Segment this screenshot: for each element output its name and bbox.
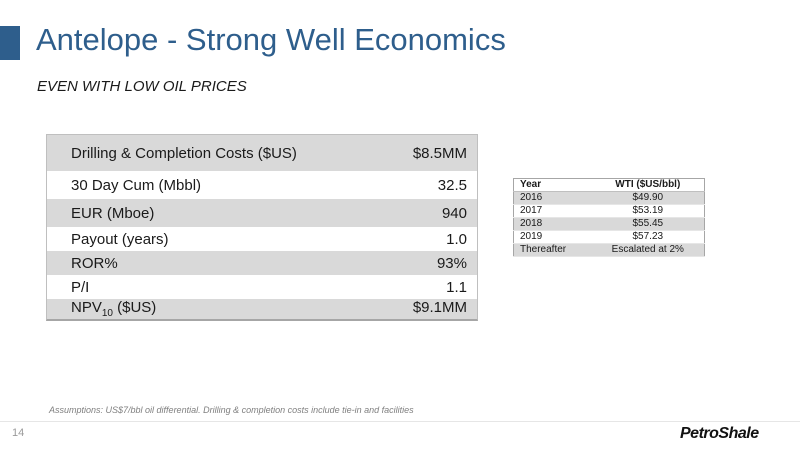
table-row: 2018 $55.45	[513, 217, 705, 231]
table-row: P/I 1.1	[47, 275, 477, 299]
price-cell: $57.23	[591, 230, 705, 244]
table-row: ROR% 93%	[47, 251, 477, 275]
column-header-year: Year	[513, 178, 592, 192]
metric-value: $9.1MM	[412, 299, 467, 316]
year-cell: 2017	[513, 204, 592, 218]
price-cell: Escalated at 2%	[591, 243, 705, 257]
year-cell: Thereafter	[513, 243, 592, 257]
metric-label: NPV10 ($US)	[71, 299, 156, 319]
page-number: 14	[12, 427, 25, 439]
price-cell: $55.45	[591, 217, 705, 231]
slide-title: Antelope - Strong Well Economics	[36, 22, 506, 57]
table-row: Thereafter Escalated at 2%	[513, 243, 705, 257]
price-cell: $49.90	[591, 191, 705, 205]
table-row: 2019 $57.23	[513, 230, 705, 244]
company-logo: PetroShale	[680, 425, 759, 442]
title-accent-bar	[0, 26, 20, 60]
npv-label-tail: ($US)	[112, 299, 157, 316]
metric-value: 93%	[436, 254, 467, 272]
table-row: NPV10 ($US) $9.1MM	[47, 299, 477, 319]
metric-value: 1.1	[446, 278, 467, 296]
table-header-row: Year WTI ($US/bbl)	[513, 178, 705, 192]
npv-label-subscript: 10	[101, 308, 113, 319]
economics-table: Drilling & Completion Costs ($US) $8.5MM…	[46, 134, 478, 321]
metric-label: EUR (Mboe)	[71, 204, 155, 222]
metric-label: ROR%	[71, 254, 118, 272]
wti-price-table: Year WTI ($US/bbl) 2016 $49.90 2017 $53.…	[513, 178, 705, 257]
metric-value: $8.5MM	[412, 144, 467, 162]
year-cell: 2019	[513, 230, 592, 244]
metric-label: 30 Day Cum (Mbbl)	[71, 176, 202, 194]
metric-value: 940	[441, 204, 467, 222]
table-row: 30 Day Cum (Mbbl) 32.5	[47, 171, 477, 199]
table-row: Drilling & Completion Costs ($US) $8.5MM	[47, 135, 477, 171]
metric-label: Drilling & Completion Costs ($US)	[71, 144, 297, 162]
slide-subtitle: EVEN WITH LOW OIL PRICES	[37, 78, 247, 95]
column-header-wti: WTI ($US/bbl)	[591, 178, 705, 192]
metric-value: 32.5	[437, 176, 467, 194]
metric-label: Payout (years)	[71, 230, 169, 248]
footer-divider	[0, 421, 800, 422]
year-cell: 2016	[513, 191, 592, 205]
metric-value: 1.0	[446, 230, 467, 248]
npv-label-main: NPV	[71, 299, 102, 316]
price-cell: $53.19	[591, 204, 705, 218]
table-row: EUR (Mboe) 940	[47, 199, 477, 227]
year-cell: 2018	[513, 217, 592, 231]
table-row: 2017 $53.19	[513, 204, 705, 218]
table-row: 2016 $49.90	[513, 191, 705, 205]
assumptions-footnote: Assumptions: US$7/bbl oil differential. …	[49, 405, 414, 415]
table-row: Payout (years) 1.0	[47, 227, 477, 251]
metric-label: P/I	[71, 278, 90, 296]
